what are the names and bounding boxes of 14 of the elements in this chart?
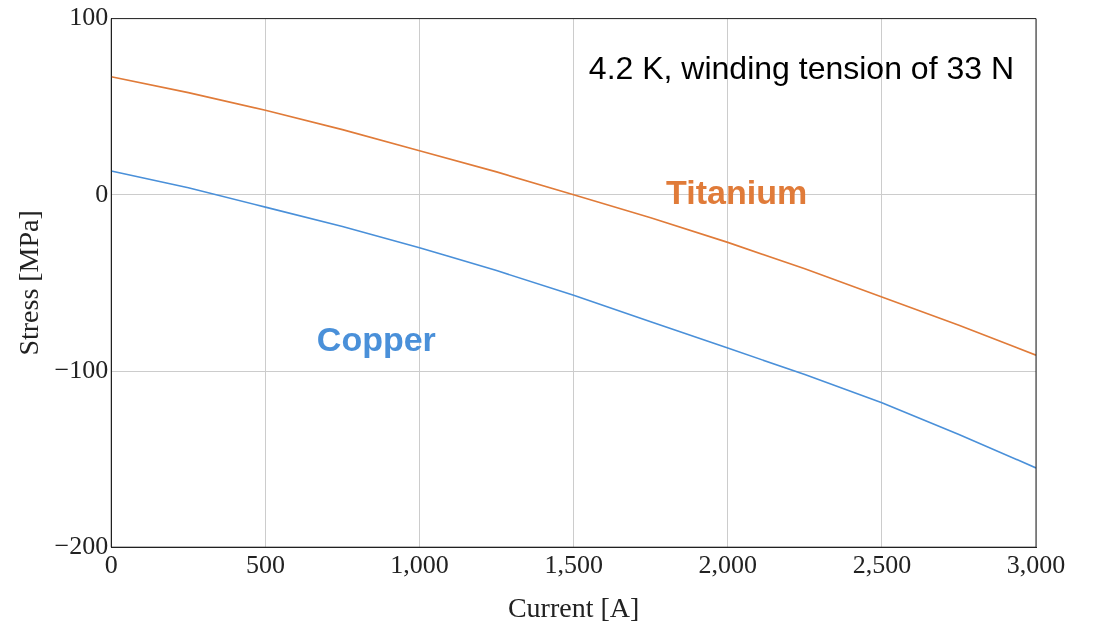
x-tick-label: 2,000	[698, 549, 757, 579]
y-axis-title: Stress [MPa]	[13, 210, 45, 356]
x-tick-label: 500	[245, 549, 285, 579]
x-tick-label: 1,000	[390, 549, 449, 579]
x-axis-title: Current [A]	[507, 591, 640, 623]
x-tick-label: 1,500	[544, 549, 603, 579]
series-label: Copper	[316, 320, 436, 359]
x-tick-label: 2,500	[852, 549, 912, 579]
annotation: 4.2 K, winding tension of 33 N	[588, 50, 1014, 87]
series-label: Titanium	[666, 172, 808, 211]
x-tick-label: 3,000	[1006, 549, 1066, 579]
y-tick-label: 0	[95, 178, 109, 208]
y-tick-label: 100	[69, 2, 109, 32]
y-tick-label: −100	[54, 354, 109, 384]
